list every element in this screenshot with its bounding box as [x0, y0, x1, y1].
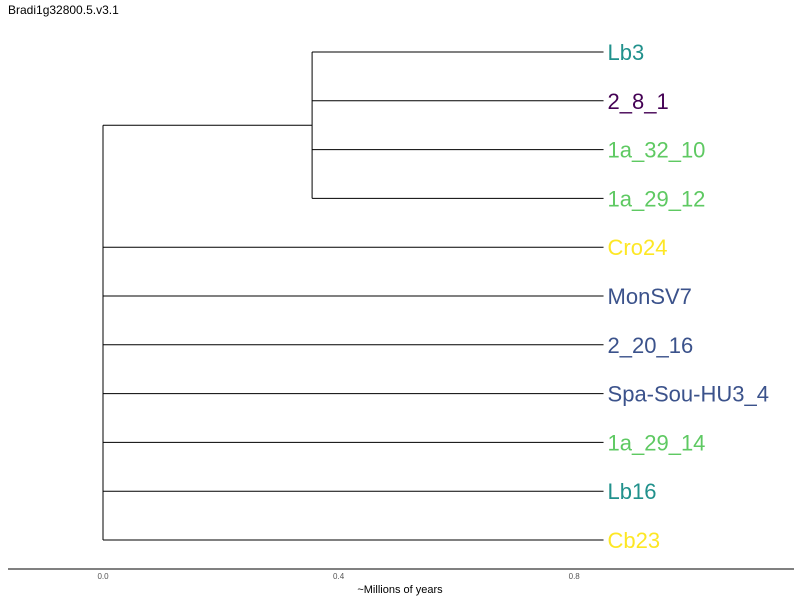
leaf-label: 1a_29_14	[608, 430, 706, 455]
x-tick-label: 0.4	[333, 572, 345, 581]
tree-branches	[102, 51, 604, 541]
x-tick-label: 0.8	[569, 572, 581, 581]
leaf-label: Spa-Sou-HU3_4	[608, 382, 769, 407]
leaf-label: 1a_29_12	[608, 186, 706, 211]
leaf-label: Lb16	[608, 479, 657, 504]
leaf-label: Lb3	[608, 40, 645, 65]
leaf-label: Cro24	[608, 235, 668, 260]
leaf-label: Cb23	[608, 528, 661, 553]
x-axis-label: ~Millions of years	[357, 584, 443, 596]
leaf-label: 1a_32_10	[608, 138, 706, 163]
x-tick-label: 0.0	[97, 572, 109, 581]
leaf-labels: Lb3 2_8_1 1a_32_10 1a_29_12 Cro24 MonSV7 2_20_…	[608, 40, 769, 553]
leaf-label: 2_20_16	[608, 333, 694, 358]
figure-title: Bradi1g32800.5.v3.1	[8, 3, 119, 17]
leaf-label: 2_8_1	[608, 89, 669, 114]
x-axis-ticks: 0.0 0.4 0.8	[97, 572, 580, 581]
leaf-label: MonSV7	[608, 284, 692, 309]
